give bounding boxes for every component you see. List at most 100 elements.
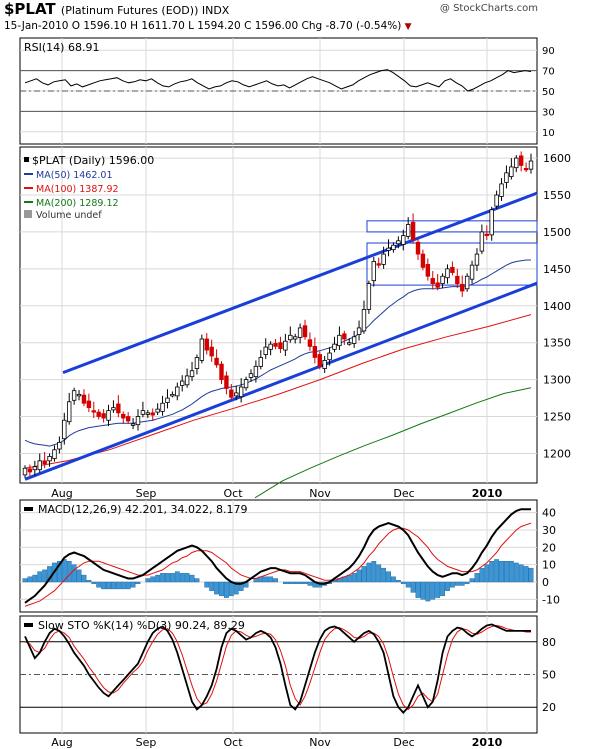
price-x-label: Aug	[51, 487, 72, 500]
macd-tick-label: -10	[542, 593, 560, 606]
sto-d-line	[24, 624, 531, 711]
macd-histogram-bar	[125, 581, 131, 590]
macd-histogram-bar	[499, 561, 504, 583]
candle-body	[425, 264, 431, 277]
macd-histogram-bar	[224, 581, 229, 598]
macd-histogram-bar	[430, 581, 436, 600]
candle-body	[347, 342, 352, 345]
sto-k-line	[24, 623, 531, 714]
macd-histogram-bar	[351, 573, 357, 583]
macd-histogram-bar	[361, 566, 367, 583]
candle-body	[302, 325, 308, 338]
candle-body	[86, 400, 92, 409]
price-x-label: Oct	[223, 487, 243, 500]
sto-x-label: Oct	[223, 736, 243, 749]
candle-body	[381, 253, 386, 265]
candle-body	[283, 340, 288, 351]
macd-histogram-bar	[71, 564, 77, 583]
candle-body	[292, 336, 298, 340]
macd-histogram-bar	[366, 562, 372, 583]
macd-histogram-bar	[174, 571, 180, 583]
candle-body	[160, 402, 165, 412]
macd-histogram-bar	[263, 576, 269, 583]
macd-histogram-bar	[268, 576, 274, 583]
candle-body	[278, 342, 283, 350]
macd-histogram-bar	[445, 581, 450, 591]
macd-histogram-bar	[189, 574, 195, 583]
candle-body	[499, 183, 504, 197]
quote-line: 15-Jan-2010 O 1596.10 H 1611.70 L 1594.2…	[4, 20, 412, 32]
macd-histogram-bar	[184, 573, 190, 583]
candle-body	[52, 449, 57, 460]
candle-body	[420, 253, 426, 268]
macd-histogram-bar	[405, 581, 411, 588]
macd-histogram-bar	[523, 566, 529, 583]
candle-body	[170, 393, 175, 397]
macd-signal-line	[24, 522, 532, 607]
candle-body	[322, 360, 327, 369]
macd-histogram-bar	[391, 576, 396, 583]
macd-histogram-bar	[165, 573, 170, 583]
macd-histogram-bar	[484, 564, 490, 583]
legend-volume-swatch	[24, 210, 32, 218]
macd-histogram-bar	[145, 578, 151, 583]
macd-histogram-bar	[376, 564, 382, 583]
candle-body	[479, 231, 485, 252]
macd-histogram-bar	[233, 581, 239, 595]
trend-line-upper	[62, 191, 538, 375]
macd-histogram-bar	[120, 581, 126, 590]
macd-tick-label: 30	[542, 524, 556, 537]
macd-histogram-bar	[56, 561, 62, 583]
candle-body	[469, 264, 475, 280]
macd-histogram-bar	[106, 581, 111, 590]
candle-body	[165, 397, 170, 403]
candle-body	[91, 410, 96, 413]
macd-histogram-bar	[209, 581, 215, 591]
macd-histogram-bar	[253, 578, 259, 583]
candle-body	[62, 419, 67, 440]
candle-body	[464, 275, 470, 290]
sto-tick-label: 80	[542, 636, 556, 649]
macd-histogram-bar	[42, 569, 48, 583]
price-tick-label: 1250	[543, 411, 571, 424]
price-tick-label: 1200	[543, 447, 571, 460]
macd-histogram-bar	[66, 561, 72, 583]
candle-body	[484, 233, 489, 237]
candle-body	[332, 343, 337, 350]
rsi-tick-label: 30	[542, 107, 555, 118]
legend-ma50: MA(50) 1462.01	[36, 170, 113, 181]
candle-body	[297, 327, 303, 338]
macd-histogram-bar	[494, 559, 500, 583]
legend-ma200: MA(200) 1289.12	[36, 198, 119, 209]
candle-body	[125, 416, 131, 422]
candle-body	[337, 334, 342, 347]
macd-histogram-bar	[449, 581, 455, 588]
candle-body	[376, 263, 381, 266]
candle-body	[391, 244, 396, 251]
candle-body	[101, 413, 106, 419]
candle-body	[514, 157, 519, 169]
candle-body	[509, 166, 514, 177]
candle-body	[81, 394, 87, 404]
macd-histogram-bar	[204, 581, 210, 588]
macd-histogram-bar	[273, 578, 278, 583]
candle-body	[415, 241, 421, 255]
sto-x-label: Sep	[136, 736, 157, 749]
price-x-label: Nov	[309, 487, 331, 500]
candle-body	[460, 283, 465, 292]
legend-price-swatch	[24, 157, 29, 162]
macd-histogram-bar	[135, 581, 141, 584]
sto-tick-label: 20	[542, 701, 556, 714]
macd-histogram-bar	[228, 581, 234, 597]
macd-histogram-bar	[150, 576, 156, 583]
candle-body	[268, 343, 273, 350]
legend-ma100: MA(100) 1387.92	[36, 184, 119, 195]
candle-body	[194, 357, 200, 369]
macd-histogram-bar	[400, 581, 406, 584]
rsi-tick-label: 70	[542, 67, 555, 78]
price-tick-label: 1550	[543, 189, 571, 202]
candle-body	[27, 468, 33, 473]
candle-body	[474, 253, 480, 266]
candle-body	[504, 172, 509, 183]
